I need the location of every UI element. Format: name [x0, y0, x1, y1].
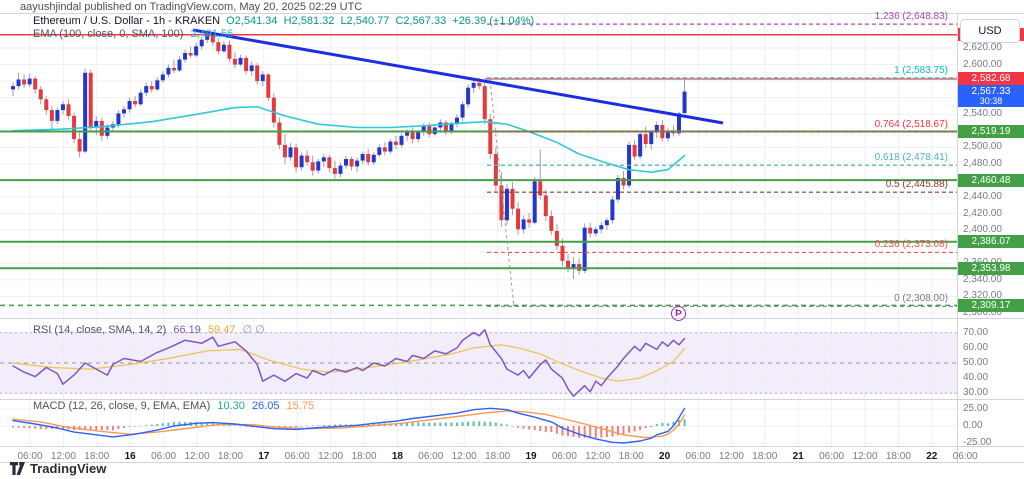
- price-axis[interactable]: [957, 13, 1024, 447]
- ema-legend[interactable]: EMA (100, close, 0, SMA, 100) 2,491.56: [33, 28, 233, 40]
- price-change: +26.39 (+1.04%): [452, 15, 535, 27]
- symbol-exchange: KRAKEN: [174, 15, 221, 27]
- ohlc-close: C2,567.33: [395, 15, 447, 27]
- tradingview-logo-icon: [10, 462, 25, 475]
- macd-hist-value: 10.30: [217, 400, 245, 412]
- rsi-band-values: ∅ ∅: [242, 324, 265, 336]
- macd-value: 26.05: [251, 400, 280, 412]
- flash-marker-icon[interactable]: Ϸ: [671, 306, 686, 321]
- tradingview-logo-text: TradingView: [30, 461, 107, 476]
- rsi-legend[interactable]: RSI (14, close, SMA, 14, 2) 66.19 59.47 …: [33, 323, 265, 336]
- ohlc-open: O2,541.34: [226, 15, 278, 27]
- macd-label: MACD (12, 26, close, 9, EMA, EMA): [33, 400, 211, 412]
- ema-value: 2,491.56: [190, 28, 234, 40]
- symbol-title: Ethereum / U.S. Dollar: [33, 15, 144, 27]
- time-axis[interactable]: [0, 447, 957, 462]
- rsi-ma-value: 59.47: [207, 324, 236, 336]
- publisher-note: aayushjindal published on TradingView.co…: [20, 1, 363, 13]
- symbol-interval: 1h: [152, 15, 166, 27]
- rsi-value: 66.19: [173, 324, 201, 336]
- macd-signal-value: 15.75: [286, 400, 315, 412]
- macd-legend[interactable]: MACD (12, 26, close, 9, EMA, EMA) 10.30 …: [33, 400, 314, 412]
- rsi-label: RSI (14, close, SMA, 14, 2): [33, 324, 167, 336]
- ohlc-low: L2,540.77: [340, 15, 390, 27]
- currency-toggle-button[interactable]: USD: [960, 19, 1020, 43]
- ohlc-high: H2,581.32: [283, 15, 335, 27]
- ema-label: EMA (100, close, 0, SMA, 100): [33, 28, 184, 40]
- tradingview-logo[interactable]: TradingView: [10, 461, 106, 476]
- symbol-legend[interactable]: Ethereum / U.S. Dollar - 1h - KRAKEN O2,…: [33, 15, 535, 27]
